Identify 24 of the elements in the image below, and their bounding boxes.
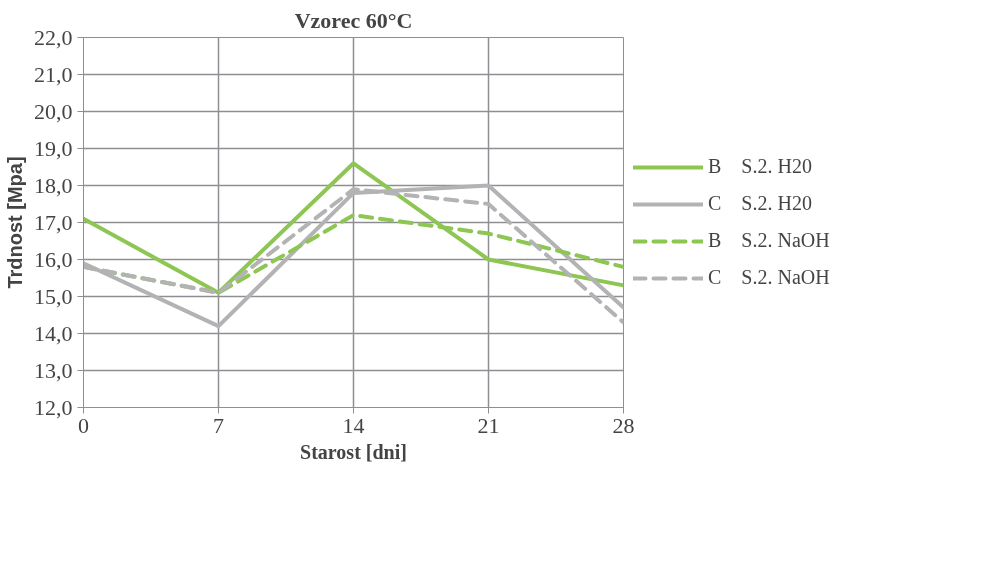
y-tick-label: 18,0 xyxy=(34,172,73,198)
legend-label: B S.2. H20 xyxy=(708,155,812,178)
y-tick-label: 15,0 xyxy=(34,283,73,309)
x-tick-label: 0 xyxy=(78,412,89,438)
chart-title: Vzorec 60°C xyxy=(294,7,413,33)
y-tick-label: 12,0 xyxy=(34,394,73,420)
y-tick-label: 14,0 xyxy=(34,320,73,346)
x-tick-label: 21 xyxy=(477,412,500,438)
x-tick-label: 7 xyxy=(213,412,224,438)
y-tick-label: 21,0 xyxy=(34,61,73,87)
y-tick-label: 19,0 xyxy=(34,135,73,161)
x-tick-label: 28 xyxy=(612,412,635,438)
y-axis-title: Trdnost [Mpa] xyxy=(4,156,26,289)
legend-label: B S.2. NaOH xyxy=(708,229,830,252)
legend-label: C S.2. H20 xyxy=(708,192,812,215)
y-tick-label: 17,0 xyxy=(34,209,73,235)
y-tick-label: 13,0 xyxy=(34,357,73,383)
y-tick-label: 16,0 xyxy=(34,246,73,272)
x-tick-label: 14 xyxy=(342,412,365,438)
x-axis-title: Starost [dni] xyxy=(300,440,407,463)
legend-label: C S.2. NaOH xyxy=(708,266,830,289)
y-tick-label: 22,0 xyxy=(34,24,73,50)
line-series xyxy=(83,161,624,295)
y-tick-label: 20,0 xyxy=(34,98,73,124)
